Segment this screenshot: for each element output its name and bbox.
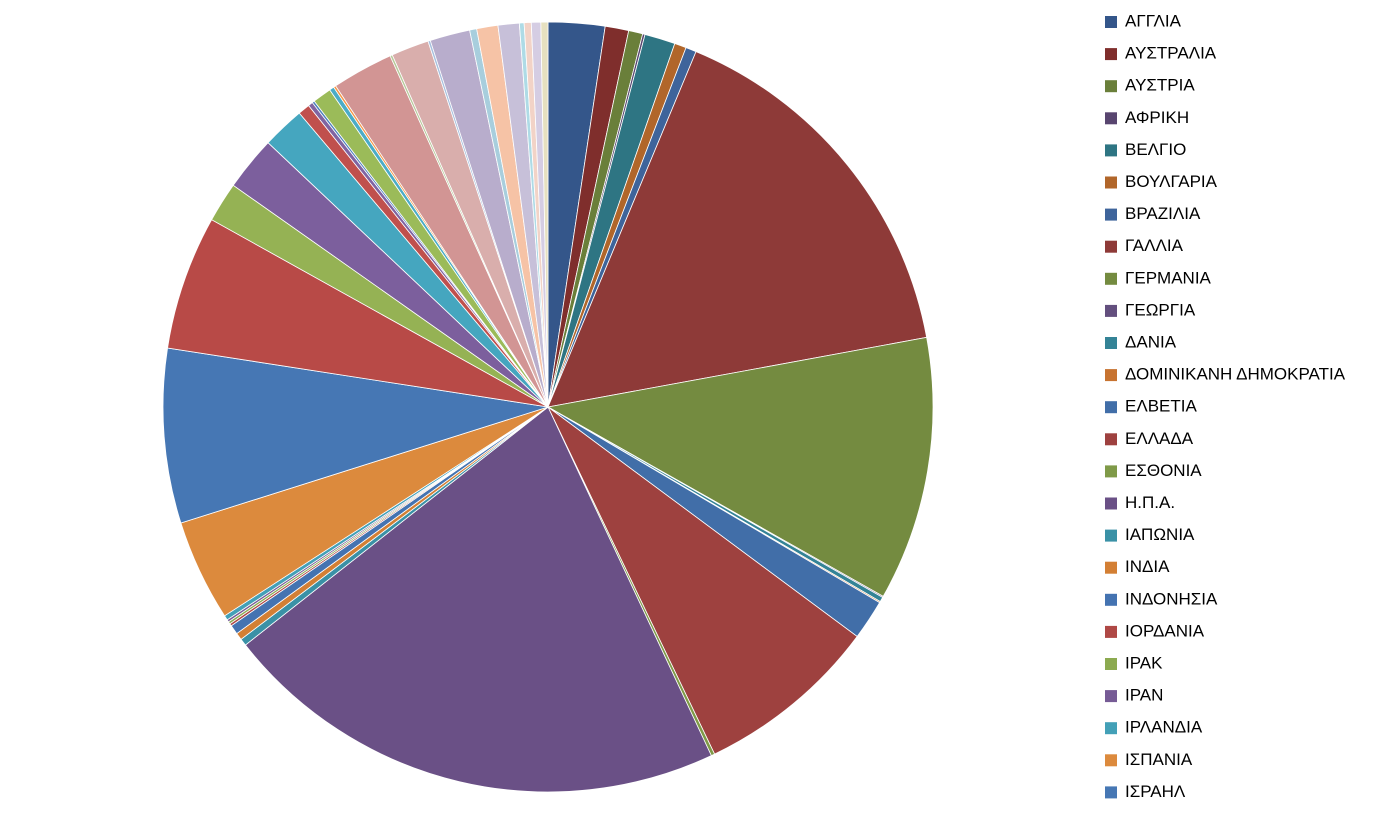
legend-label: ΕΣΘΟΝΙΑ: [1125, 461, 1202, 480]
legend-label: ΑΥΣΤΡΙΑ: [1125, 76, 1195, 95]
legend-swatch: [1105, 337, 1117, 349]
legend-label: ΑΦΡΙΚΗ: [1125, 108, 1189, 127]
pie-slice: [540, 21, 549, 408]
legend-label: ΙΑΠΩΝΙΑ: [1125, 525, 1195, 544]
legend-label: ΙΟΡΔΑΝΙΑ: [1125, 621, 1205, 640]
pie-slice: [547, 51, 928, 408]
legend-swatch: [1105, 529, 1117, 542]
legend-swatch: [1105, 722, 1117, 735]
legend-swatch: [1105, 240, 1117, 253]
pie-slice: [244, 406, 712, 793]
legend-swatch: [1105, 48, 1117, 61]
legend-label: ΒΟΥΛΓΑΡΙΑ: [1125, 172, 1218, 191]
legend-label: ΙΝΔΙΑ: [1125, 557, 1170, 576]
legend-swatch: [1105, 112, 1117, 125]
legend-swatch: [1105, 304, 1117, 317]
legend-swatch: [1105, 754, 1117, 767]
legend-label: ΙΡΑΚ: [1125, 653, 1163, 672]
legend-swatch: [1105, 593, 1117, 606]
legend-label: ΕΛΛΑΔΑ: [1125, 429, 1194, 448]
legend-swatch: [1105, 690, 1117, 703]
pie-slice: [167, 219, 549, 408]
legend-swatch: [1105, 658, 1117, 670]
legend-label: ΙΝΔΟΝΗΣΙΑ: [1125, 589, 1218, 608]
legend-label: ΓΕΩΡΓΙΑ: [1125, 300, 1196, 319]
legend-swatch: [1105, 80, 1117, 93]
legend-label: ΒΡΑΖΙΛΙΑ: [1125, 204, 1201, 223]
legend-label: ΑΥΣΤΡΑΛΙΑ: [1125, 44, 1217, 63]
legend-swatch: [1105, 561, 1117, 574]
legend-swatch: [1105, 176, 1117, 189]
legend-label: ΙΡΛΑΝΔΙΑ: [1125, 718, 1203, 737]
pie-slice: [547, 406, 858, 755]
legend-swatch: [1105, 433, 1117, 446]
legend-label: ΔΑΝΙΑ: [1125, 332, 1177, 351]
legend-label: ΓΕΡΜΑΝΙΑ: [1125, 268, 1212, 287]
legend-label: ΕΛΒΕΤΙΑ: [1125, 397, 1197, 416]
legend-swatch: [1105, 16, 1117, 28]
legend-label: ΑΓΓΛΙΑ: [1125, 11, 1182, 30]
legend-swatch: [1105, 465, 1117, 478]
legend-label: ΙΣΡΑΗΛ: [1125, 782, 1186, 801]
legend-label: ΔΟΜΙΝΙΚΑΝΗ ΔΗΜΟΚΡΑΤΙΑ: [1125, 365, 1346, 384]
legend-swatch: [1105, 401, 1117, 414]
pie-slice: [162, 347, 549, 524]
legend-swatch: [1105, 369, 1117, 382]
legend-swatch: [1105, 497, 1117, 510]
legend-swatch: [1105, 144, 1117, 157]
legend-swatch: [1105, 272, 1117, 285]
legend-label: ΒΕΛΓΙΟ: [1125, 140, 1186, 159]
pie-slice: [546, 336, 934, 597]
legend-label: ΙΡΑΝ: [1125, 686, 1163, 705]
legend-swatch: [1105, 625, 1117, 638]
legend-label: ΙΣΠΑΝΙΑ: [1125, 750, 1193, 769]
legend-swatch: [1105, 786, 1117, 799]
legend-label: ΓΑΛΛΙΑ: [1125, 236, 1184, 255]
legend-swatch: [1105, 208, 1117, 221]
legend-label: Η.Π.Α.: [1125, 493, 1175, 512]
